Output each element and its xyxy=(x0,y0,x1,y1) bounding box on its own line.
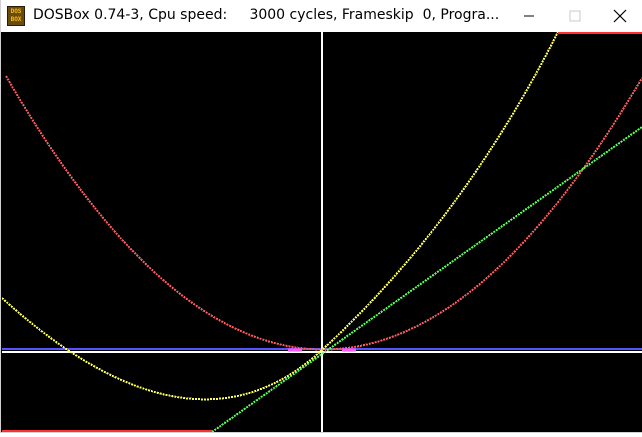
dos-screen[interactable] xyxy=(1,31,642,433)
yellow-parabola xyxy=(1,31,559,401)
close-button[interactable] xyxy=(597,0,642,32)
minimize-button[interactable] xyxy=(506,0,552,32)
close-icon xyxy=(613,9,627,23)
green-line xyxy=(211,126,642,433)
window-title: DOSBox 0.74-3, Cpu speed: 3000 cycles, F… xyxy=(33,7,500,23)
maximize-button[interactable] xyxy=(552,0,598,32)
title-bar[interactable]: DOS BOX DOSBox 0.74-3, Cpu speed: 3000 c… xyxy=(1,0,642,32)
graph-canvas xyxy=(1,31,642,433)
minimize-icon xyxy=(524,15,534,17)
maximize-icon xyxy=(569,10,581,22)
dosbox-icon[interactable]: DOS BOX xyxy=(7,6,25,26)
